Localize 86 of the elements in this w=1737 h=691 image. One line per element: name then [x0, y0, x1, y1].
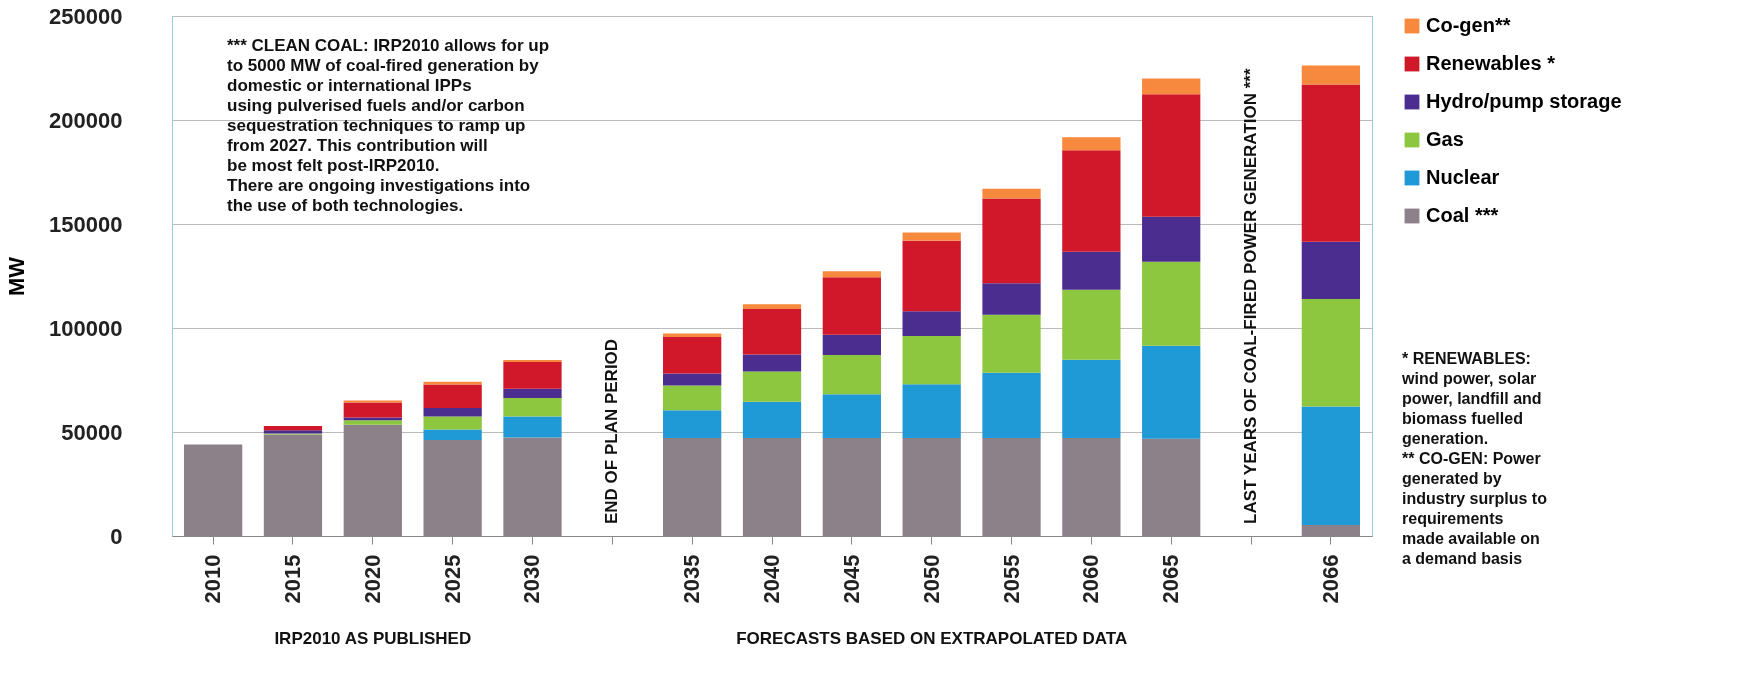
bar — [423, 408, 482, 417]
bar — [822, 355, 881, 395]
annotation: LAST YEARS OF COAL-FIRED POWER GENERATION *** — [1241, 68, 1261, 524]
bar — [742, 304, 802, 310]
bar — [902, 240, 961, 312]
bar — [663, 333, 722, 337]
bar — [263, 425, 323, 431]
y-axis-title: MW — [4, 256, 30, 297]
bar — [343, 420, 402, 425]
y-tick-label: 100000 — [49, 315, 123, 341]
y-tick-label: 0 — [110, 523, 123, 549]
y-tick-label: 200000 — [49, 107, 123, 133]
bar — [663, 336, 722, 374]
legend-label: Nuclear — [1426, 166, 1500, 188]
bar — [982, 283, 1041, 315]
bar — [503, 361, 562, 389]
text: IRP2010 AS PUBLISHED — [274, 629, 472, 648]
bar — [742, 371, 802, 402]
bar — [1062, 359, 1121, 439]
bar — [343, 402, 402, 418]
bar — [663, 373, 722, 386]
x-tick-label: 2025 — [439, 554, 465, 604]
bar — [902, 232, 961, 241]
text: * RENEWABLES: wind power, solar power, landfill and biomass fuelled generation. ** CO-GEN: Power generated by industry surplus to requirements made available on a demand basis — [1402, 350, 1547, 567]
bar — [1062, 137, 1121, 151]
bar — [742, 309, 802, 355]
bar — [1142, 216, 1201, 262]
bar — [822, 277, 881, 335]
bar — [1142, 78, 1201, 95]
annotation: END OF PLAN PERIOD — [602, 338, 622, 524]
x-tick-label: 2020 — [359, 554, 385, 604]
bar — [503, 416, 562, 438]
bar — [503, 398, 562, 417]
legend-label: Renewables * — [1426, 52, 1556, 74]
bar — [822, 334, 881, 356]
bar — [423, 416, 482, 430]
x-tick-label: 2066 — [1317, 554, 1343, 604]
legend-label: Coal *** — [1426, 204, 1499, 226]
bar — [423, 429, 482, 441]
x-tick-label: 2010 — [200, 554, 226, 604]
legend-label: Hydro/pump storage — [1426, 90, 1622, 112]
bar — [982, 188, 1041, 199]
text: FORECASTS BASED ON EXTRAPOLATED DATA — [736, 629, 1128, 648]
bar — [1142, 261, 1201, 346]
bar — [423, 384, 482, 409]
bar — [742, 354, 802, 372]
bar — [343, 400, 402, 403]
y-tick-label: 250000 — [49, 3, 123, 29]
legend-label: Gas — [1426, 128, 1464, 150]
bar — [902, 384, 961, 439]
bar — [1062, 150, 1121, 252]
bar — [343, 417, 402, 421]
y-tick-label: 150000 — [49, 211, 123, 237]
bar — [1301, 406, 1361, 525]
bar — [1301, 298, 1361, 407]
bar — [902, 336, 961, 385]
bar — [1301, 241, 1361, 299]
bar — [503, 388, 562, 399]
bar — [1301, 84, 1361, 242]
x-tick-label: 2060 — [1078, 554, 1104, 604]
bar — [822, 394, 881, 439]
bar — [1142, 94, 1201, 217]
bar — [742, 401, 802, 439]
bar — [1301, 65, 1361, 85]
bar — [1142, 345, 1201, 439]
bar — [822, 271, 881, 278]
bar — [663, 410, 722, 439]
bar — [982, 198, 1041, 284]
x-tick-label: 2030 — [519, 554, 545, 604]
x-tick-label: 2045 — [838, 554, 864, 604]
y-tick-label: 50000 — [61, 419, 123, 445]
x-tick-label: 2015 — [279, 554, 305, 604]
x-tick-label: 2065 — [1158, 554, 1184, 604]
x-tick-label: 2050 — [918, 554, 944, 604]
bar — [663, 385, 722, 411]
bar — [982, 372, 1041, 439]
bar — [423, 381, 482, 385]
bar — [1062, 251, 1121, 290]
text: *** CLEAN COAL: IRP2010 allows for up to 5000 MW of coal-fired generation by domestic or international IPPs using pulverised fuels and/or carbon sequestration techniques to ramp up from 2027. This contribution will be most felt post-IRP2010. There are ongoing investigations into the use of both technologies. — [227, 36, 550, 215]
bar — [982, 314, 1041, 373]
x-tick-label: 2055 — [998, 554, 1024, 604]
bar — [1062, 289, 1121, 360]
x-tick-label: 2040 — [759, 554, 784, 604]
bar — [902, 311, 961, 337]
legend-label: Co-gen** — [1426, 14, 1511, 36]
x-tick-label: 2035 — [679, 554, 705, 604]
